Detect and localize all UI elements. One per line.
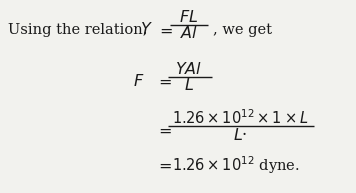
Text: $=$: $=$ bbox=[156, 21, 173, 38]
Text: $L$·: $L$· bbox=[233, 128, 247, 145]
Text: , we get: , we get bbox=[213, 23, 272, 37]
Text: $=$: $=$ bbox=[155, 157, 172, 174]
Text: $1.26\times10^{12}\times1\times L$: $1.26\times10^{12}\times1\times L$ bbox=[172, 109, 308, 127]
Text: $=$: $=$ bbox=[155, 122, 172, 139]
Text: $FL$: $FL$ bbox=[179, 9, 199, 26]
Text: $L$: $L$ bbox=[184, 78, 194, 95]
Text: $YAl$: $YAl$ bbox=[176, 62, 203, 79]
Text: $1.26 \times 10^{12}$ dyne.: $1.26 \times 10^{12}$ dyne. bbox=[172, 154, 300, 176]
Text: $Y$: $Y$ bbox=[140, 21, 153, 38]
Text: $=$: $=$ bbox=[155, 73, 172, 90]
Text: Using the relation,: Using the relation, bbox=[8, 23, 147, 37]
Text: $Al$: $Al$ bbox=[180, 25, 198, 42]
Text: $F$: $F$ bbox=[133, 73, 145, 90]
